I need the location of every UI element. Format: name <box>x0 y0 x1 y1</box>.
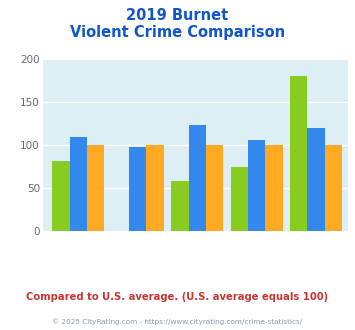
Bar <box>290 76 307 231</box>
Bar <box>171 181 189 231</box>
Bar <box>52 161 70 231</box>
Bar <box>307 128 325 231</box>
Text: Compared to U.S. average. (U.S. average equals 100): Compared to U.S. average. (U.S. average … <box>26 292 329 302</box>
Bar <box>129 147 147 231</box>
Bar <box>248 140 266 231</box>
Bar <box>266 145 283 231</box>
Text: Violent Crime Comparison: Violent Crime Comparison <box>70 25 285 40</box>
Bar <box>87 145 104 231</box>
Text: © 2025 CityRating.com - https://www.cityrating.com/crime-statistics/: © 2025 CityRating.com - https://www.city… <box>53 318 302 325</box>
Bar <box>189 125 206 231</box>
Text: 2019 Burnet: 2019 Burnet <box>126 8 229 23</box>
Bar <box>70 137 87 231</box>
Bar <box>230 167 248 231</box>
Bar <box>325 145 342 231</box>
Bar <box>147 145 164 231</box>
Bar <box>206 145 223 231</box>
